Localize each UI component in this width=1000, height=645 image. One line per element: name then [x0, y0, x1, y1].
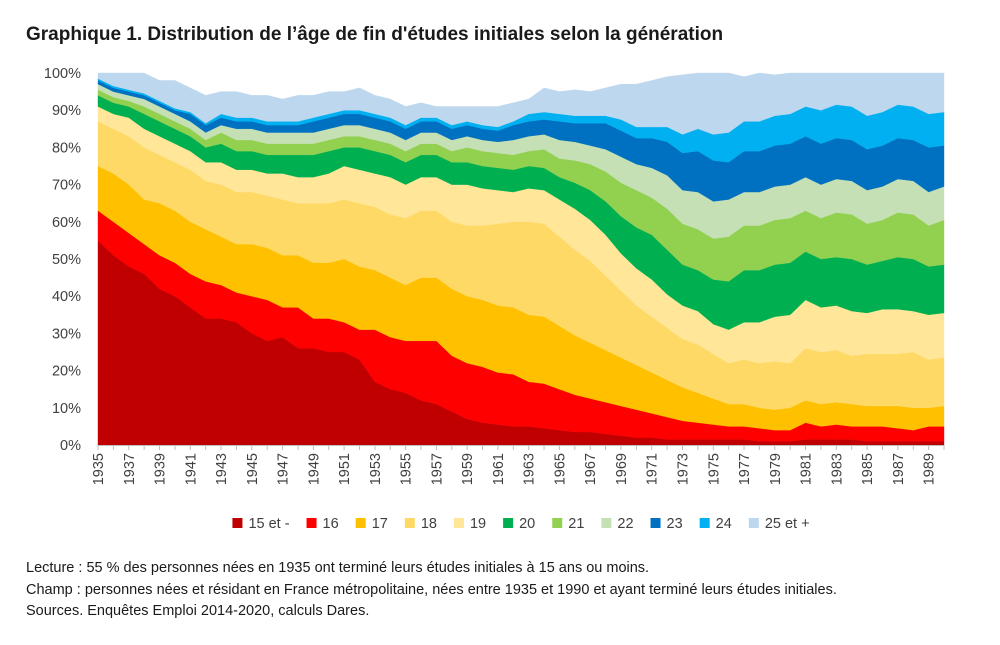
x-tick-label: 1975 [706, 453, 722, 485]
legend-item-15-et: 15 et - [232, 516, 290, 532]
legend-swatch [699, 518, 710, 528]
x-tick-label: 1967 [583, 453, 599, 485]
legend-item-20: 20 [503, 516, 535, 532]
x-tick-label: 1957 [429, 453, 445, 485]
legend-label: 15 et - [248, 516, 289, 532]
legend-swatch [650, 518, 661, 528]
y-tick-label: 50% [52, 252, 81, 268]
legend-label: 20 [519, 516, 535, 532]
x-tick-label: 1949 [306, 453, 322, 485]
y-tick-label: 10% [52, 401, 81, 417]
y-tick-label: 80% [52, 140, 81, 156]
x-tick-label: 1951 [337, 453, 353, 485]
legend-swatch [601, 518, 612, 528]
legend-swatch [453, 518, 464, 528]
x-tick-label: 1983 [829, 453, 845, 485]
x-tick-label: 1935 [91, 453, 107, 485]
x-tick-label: 1953 [368, 453, 384, 485]
x-tick-label: 1963 [522, 453, 538, 485]
note-champ: Champ : personnes nées et résidant en Fr… [26, 581, 837, 598]
y-tick-label: 90% [52, 103, 81, 119]
x-tick-label: 1943 [214, 453, 230, 485]
x-tick-label: 1955 [399, 453, 415, 485]
legend-item-16: 16 [306, 516, 339, 532]
legend-item-23: 23 [650, 516, 683, 532]
x-tick-label: 1939 [153, 453, 169, 485]
x-tick-label: 1947 [276, 453, 292, 485]
x-axis: 1935 1937 1939 1941 1943 1945 1947 1949 1951 1953… [91, 445, 945, 485]
x-tick-label: 1961 [491, 453, 507, 485]
y-tick-label: 0% [60, 438, 81, 454]
legend-swatch [404, 518, 415, 528]
x-tick-label: 1973 [676, 453, 692, 485]
note-sources: Sources. Enquêtes Emploi 2014-2020, calc… [26, 603, 370, 619]
legend-label: 23 [667, 516, 683, 532]
legend-swatch [748, 518, 759, 528]
legend-swatch [552, 518, 563, 528]
legend-item-18: 18 [404, 516, 437, 532]
x-tick-label: 1987 [891, 453, 907, 485]
x-tick-label: 1989 [922, 453, 938, 485]
x-tick-label: 1937 [122, 453, 138, 485]
x-tick-label: 1945 [245, 453, 261, 485]
legend-item-17: 17 [355, 516, 388, 532]
legend-swatch [355, 518, 366, 528]
y-tick-label: 70% [52, 178, 81, 194]
x-tick-label: 1985 [860, 453, 876, 485]
y-tick-label: 20% [52, 364, 81, 380]
legend-item-19: 19 [453, 516, 486, 532]
legend-label: 16 [323, 516, 339, 532]
y-tick-label: 40% [52, 289, 81, 305]
y-tick-label: 100% [44, 66, 81, 82]
x-tick-label: 1977 [737, 453, 753, 485]
chart-areas [97, 72, 945, 446]
area-25-et [97, 72, 945, 135]
x-tick-label: 1981 [799, 453, 815, 485]
legend-label: 18 [421, 516, 437, 532]
x-tick-label: 1959 [460, 453, 476, 485]
x-tick-label: 1969 [614, 453, 630, 485]
legend-label: 25 et + [765, 516, 810, 532]
legend-label: 22 [617, 516, 633, 532]
legend-swatch [306, 518, 317, 528]
x-tick-label: 1971 [645, 453, 661, 485]
y-tick-label: 60% [52, 215, 81, 231]
legend-item-22: 22 [601, 516, 634, 532]
legend-label: 17 [372, 516, 388, 532]
chart-legend: 15 et - 16 17 18 19 20 21 22 23 24 25 et + [232, 516, 810, 532]
legend-item-21: 21 [552, 516, 584, 532]
chart-notes: Lecture : 55 % des personnes nées en 193… [26, 558, 837, 623]
legend-swatch [503, 518, 514, 528]
legend-label: 21 [568, 516, 584, 532]
x-tick-label: 1965 [552, 453, 568, 485]
legend-item-25-et: 25 et + [748, 516, 810, 532]
chart-title: Graphique 1. Distribution de l’âge de fi… [26, 24, 724, 45]
legend-swatch [232, 518, 243, 528]
legend-item-24: 24 [699, 516, 732, 532]
legend-label: 19 [470, 516, 486, 532]
legend-label: 24 [716, 516, 732, 532]
note-lecture: Lecture : 55 % des personnes nées en 193… [26, 560, 650, 576]
x-tick-label: 1941 [183, 453, 199, 485]
chart: 0%10%20%30%40%50%60%70%80%90%100% 1935 19… [44, 66, 945, 532]
y-tick-label: 30% [52, 326, 81, 342]
y-axis: 0% 10% 20% 30% 40% 50% 60% 70% 80% 90% 100% [44, 66, 81, 454]
x-tick-label: 1979 [768, 453, 784, 485]
